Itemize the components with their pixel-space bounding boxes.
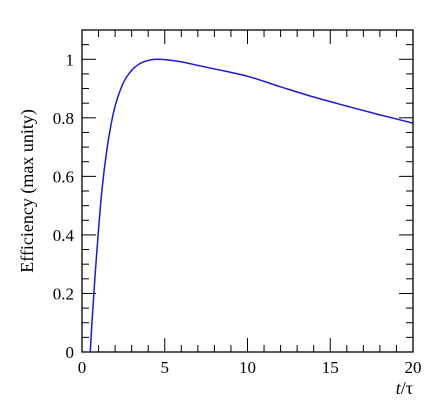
y-tick-label: 0.6 [53, 167, 74, 186]
tick-labels: 0 5 10 15 20 0 0.2 0.4 0.6 0.8 1 [53, 50, 422, 377]
y-tick-label: 0.4 [53, 226, 75, 245]
series-layer [89, 58, 414, 353]
x-tick-label: 20 [405, 358, 422, 377]
x-axis-label-rest: /τ [401, 378, 413, 398]
efficiency-curve [89, 58, 414, 353]
y-tick-label: 0.2 [53, 284, 74, 303]
y-tick-label: 0.8 [53, 109, 74, 128]
x-axis-label: t/τ [396, 378, 413, 398]
y-tick-label: 0 [66, 343, 75, 362]
y-axis-label: Efficiency (max unity) [17, 109, 38, 273]
x-tick-label: 5 [161, 358, 170, 377]
x-tick-label: 0 [78, 358, 87, 377]
x-axis-label-var: t [396, 378, 402, 398]
x-tick-label: 15 [322, 358, 339, 377]
y-tick-label: 1 [66, 50, 75, 69]
plot-frame [81, 29, 414, 353]
x-tick-label: 10 [239, 358, 256, 377]
axis-ticks [81, 29, 414, 353]
